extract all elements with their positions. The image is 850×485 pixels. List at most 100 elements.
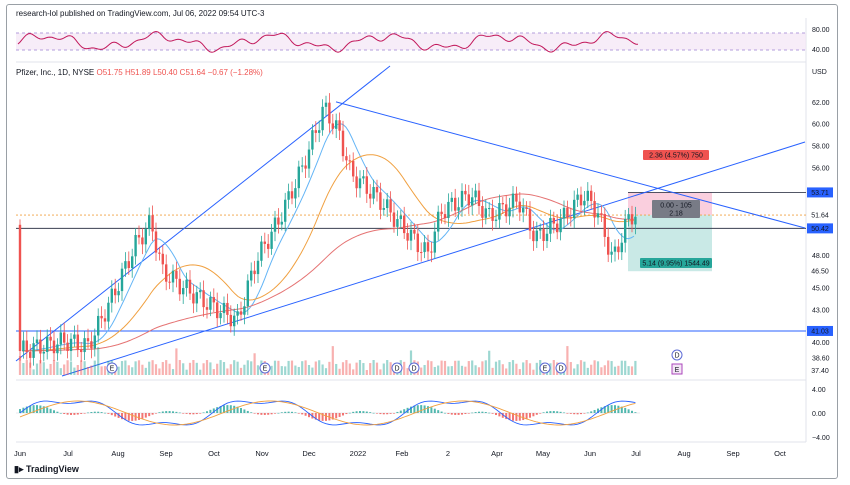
candle-body bbox=[464, 190, 467, 195]
volume-bar bbox=[202, 363, 205, 375]
macd-histogram-bar bbox=[263, 413, 266, 415]
candle-body bbox=[481, 205, 484, 218]
candle-body bbox=[413, 229, 416, 234]
event-marker-box bbox=[671, 363, 683, 375]
volume-bar bbox=[25, 360, 28, 375]
volume-bar bbox=[273, 360, 277, 375]
candle-body bbox=[270, 231, 273, 249]
volume-bar bbox=[66, 360, 69, 375]
date-tick-label: 2022 bbox=[350, 449, 367, 458]
candle-body bbox=[182, 288, 185, 295]
macd-histogram-bar bbox=[185, 413, 188, 414]
volume-bar bbox=[569, 362, 572, 375]
logo-text: TradingView bbox=[26, 464, 79, 474]
volume-bar bbox=[117, 366, 120, 375]
candle-body bbox=[137, 234, 141, 238]
macd-histogram-bar bbox=[297, 413, 300, 414]
volume-bar bbox=[488, 350, 491, 375]
macd-histogram-bar bbox=[335, 413, 338, 419]
volume-bar bbox=[131, 367, 134, 375]
macd-histogram-bar bbox=[600, 407, 603, 413]
macd-signal-line bbox=[19, 400, 636, 426]
volume-bar bbox=[209, 362, 212, 375]
macd-histogram-bar bbox=[148, 413, 151, 417]
volume-bar bbox=[372, 360, 375, 375]
macd-histogram-bar bbox=[246, 410, 249, 413]
candle-body bbox=[596, 213, 600, 218]
date-tick-label: Jun bbox=[14, 449, 26, 458]
tv-icon: ▮▸ bbox=[14, 464, 24, 474]
date-tick-label: Dec bbox=[302, 449, 316, 458]
price-tick-label: 43.00 bbox=[812, 307, 830, 314]
volume-bar bbox=[277, 360, 280, 375]
macd-histogram-bar bbox=[87, 412, 89, 414]
macd-histogram-bar bbox=[586, 412, 589, 414]
volume-bar bbox=[195, 362, 198, 375]
candle-body bbox=[18, 224, 22, 351]
candle-body bbox=[25, 340, 28, 353]
macd-histogram-bar bbox=[284, 411, 287, 413]
date-tick-label: May bbox=[536, 449, 550, 458]
macd-histogram-bar bbox=[97, 411, 100, 413]
macd-histogram-bar bbox=[491, 413, 494, 414]
volume-bar bbox=[93, 360, 96, 375]
candle-body bbox=[35, 339, 39, 344]
volume-bar bbox=[185, 369, 188, 375]
price-tick-label: 38.60 bbox=[812, 356, 830, 363]
volume-bar bbox=[348, 363, 351, 375]
volume-bar bbox=[375, 362, 379, 375]
candle-body bbox=[328, 102, 331, 124]
date-tick-label: Jul bbox=[63, 449, 73, 458]
candle-body bbox=[229, 314, 232, 327]
macd-histogram-bar bbox=[478, 411, 480, 413]
event-marker bbox=[259, 362, 271, 374]
macd-histogram-bar bbox=[481, 411, 484, 413]
volume-bar bbox=[566, 346, 569, 375]
candle-body bbox=[134, 234, 137, 257]
volume-bar bbox=[165, 360, 168, 375]
candle-body bbox=[620, 242, 623, 253]
volume-bar bbox=[389, 362, 392, 375]
macd-histogram-bar bbox=[389, 413, 392, 414]
volume-bar bbox=[307, 365, 311, 375]
candle-body bbox=[443, 214, 447, 219]
event-marker bbox=[391, 362, 403, 374]
macd-histogram-bar bbox=[219, 406, 222, 413]
macd-histogram-bar bbox=[240, 408, 242, 413]
candle-body bbox=[433, 231, 436, 253]
volume-bar bbox=[630, 366, 634, 375]
macd-histogram-bar bbox=[369, 412, 372, 413]
macd-histogram-bar bbox=[212, 408, 215, 413]
volume-bar bbox=[522, 362, 525, 375]
macd-histogram-bar bbox=[566, 413, 569, 414]
candle-body bbox=[528, 208, 532, 231]
candle-body bbox=[148, 215, 151, 230]
macd-histogram-bar bbox=[484, 412, 487, 413]
macd-histogram-bar bbox=[501, 413, 504, 418]
price-tag-bg bbox=[807, 210, 833, 221]
candle-body bbox=[287, 191, 290, 200]
volume-bar bbox=[430, 361, 433, 375]
volume-bar bbox=[284, 366, 287, 375]
macd-histogram-bar bbox=[467, 413, 470, 414]
macd-histogram-bar bbox=[399, 410, 402, 413]
candle-body bbox=[222, 302, 226, 314]
volume-bar bbox=[253, 353, 256, 375]
macd-histogram-bar bbox=[393, 413, 395, 414]
macd-histogram-bar bbox=[576, 413, 579, 415]
macd-histogram-bar bbox=[233, 405, 236, 413]
macd-histogram-bar bbox=[138, 413, 140, 420]
volume-bar bbox=[365, 369, 368, 375]
volume-bar bbox=[379, 369, 382, 375]
macd-histogram-bar bbox=[563, 412, 565, 414]
candle-body bbox=[49, 336, 52, 341]
macd-histogram-bar bbox=[90, 412, 93, 413]
rsi-tick-label: 80.00 bbox=[812, 27, 830, 34]
candle-body bbox=[239, 311, 243, 315]
volume-bar bbox=[573, 368, 576, 375]
volume-bar bbox=[338, 368, 341, 375]
volume-bar bbox=[148, 361, 151, 375]
candle-body bbox=[532, 230, 535, 242]
candle-body bbox=[117, 291, 120, 296]
volume-bar bbox=[290, 360, 294, 375]
